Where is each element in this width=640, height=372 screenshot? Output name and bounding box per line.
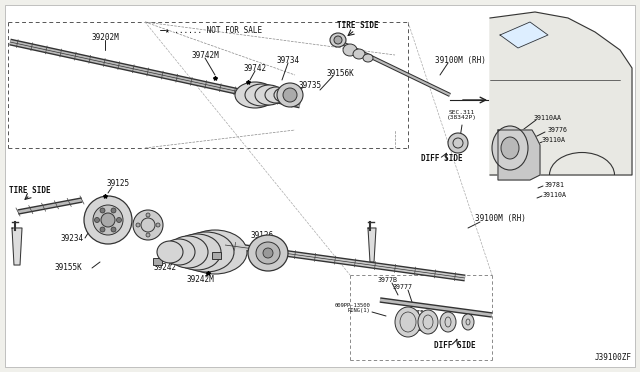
Ellipse shape [334,36,342,44]
Text: 39742M: 39742M [191,51,219,60]
Text: 39734: 39734 [276,55,300,64]
Ellipse shape [163,239,195,265]
Text: 39155K: 39155K [54,263,82,273]
Text: 39242M: 39242M [186,276,214,285]
Ellipse shape [440,312,456,332]
Ellipse shape [256,242,280,264]
Bar [153,258,162,265]
Text: 39735: 39735 [298,80,321,90]
Text: ★ ...... NOT FOR SALE: ★ ...... NOT FOR SALE [165,26,262,35]
Text: 39777: 39777 [393,284,413,290]
Ellipse shape [265,87,287,103]
Ellipse shape [255,85,283,105]
Text: 39202M: 39202M [91,32,119,42]
Ellipse shape [363,54,373,62]
Ellipse shape [133,210,163,240]
Ellipse shape [343,44,357,56]
Ellipse shape [146,213,150,217]
Ellipse shape [183,230,247,274]
Text: 39156K: 39156K [326,68,354,77]
Text: 39775: 39775 [405,310,425,316]
Text: 39234: 39234 [60,234,84,243]
Text: 39110AA: 39110AA [534,115,562,121]
Ellipse shape [173,234,221,270]
Ellipse shape [235,82,275,108]
Text: J39100ZF: J39100ZF [595,353,632,362]
Ellipse shape [100,208,105,213]
Ellipse shape [84,196,132,244]
Ellipse shape [330,33,346,47]
Polygon shape [12,228,22,265]
Text: 39110A: 39110A [542,137,566,143]
Ellipse shape [263,248,273,258]
Text: TIRE SIDE: TIRE SIDE [337,20,379,29]
Text: 3977B: 3977B [378,277,398,283]
Text: 39100M (RH): 39100M (RH) [435,55,485,64]
Ellipse shape [111,208,116,213]
Ellipse shape [245,84,279,106]
Ellipse shape [116,218,122,222]
Ellipse shape [492,126,528,170]
Ellipse shape [353,49,365,59]
Ellipse shape [95,218,99,222]
Ellipse shape [101,213,115,227]
Ellipse shape [283,88,297,102]
Text: 39752: 39752 [405,325,425,331]
Text: 39100M (RH): 39100M (RH) [475,214,525,222]
Ellipse shape [448,133,468,153]
Ellipse shape [93,205,123,235]
Ellipse shape [178,232,234,272]
Text: 39125: 39125 [106,179,129,187]
Polygon shape [498,130,540,180]
Ellipse shape [168,236,208,268]
Ellipse shape [274,88,292,102]
Ellipse shape [501,137,519,159]
Polygon shape [500,22,548,48]
Ellipse shape [100,227,105,232]
Text: 39742: 39742 [243,64,267,73]
Ellipse shape [111,227,116,232]
Polygon shape [490,12,632,175]
Ellipse shape [395,307,421,337]
Text: 39781: 39781 [545,182,565,188]
Bar [212,252,221,259]
Ellipse shape [136,223,140,227]
Text: 39776: 39776 [548,127,568,133]
Ellipse shape [277,83,303,107]
Text: 009PP-13500
RING(1): 009PP-13500 RING(1) [334,302,370,313]
Text: DIFF SIDE: DIFF SIDE [434,340,476,350]
Ellipse shape [462,314,474,330]
Text: 39126: 39126 [250,231,273,240]
Text: 39242: 39242 [154,263,177,273]
Text: 39110A: 39110A [543,192,567,198]
Ellipse shape [418,310,438,334]
Polygon shape [368,228,376,262]
Ellipse shape [157,241,183,263]
Ellipse shape [156,223,160,227]
Ellipse shape [248,235,288,271]
Text: TIRE SIDE: TIRE SIDE [9,186,51,195]
Text: DIFF SIDE: DIFF SIDE [421,154,463,163]
Ellipse shape [146,233,150,237]
Text: SEC.311
(38342P): SEC.311 (38342P) [447,110,477,121]
